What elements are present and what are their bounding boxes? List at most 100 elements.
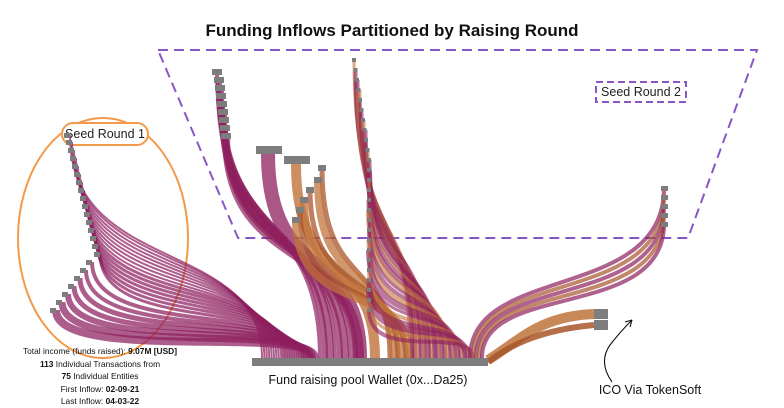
source-node: [218, 109, 228, 115]
source-node: [367, 218, 371, 222]
first-inflow-value: 02-09-21: [105, 383, 140, 394]
flow-links: [52, 59, 666, 365]
source-node: [76, 180, 82, 185]
source-node: [56, 300, 62, 305]
transaction-label: Individual Transactions from: [55, 358, 161, 369]
source-node: [353, 68, 358, 72]
entity-count: 75: [61, 371, 71, 382]
pool-wallet-label: Fund raising pool Wallet (0x...Da25): [268, 373, 468, 387]
source-node: [74, 276, 80, 281]
source-node: [62, 292, 68, 297]
source-node: [367, 298, 371, 302]
source-node: [92, 244, 98, 249]
source-node: [220, 125, 230, 131]
ico-label: ICO Via TokenSoft: [598, 383, 702, 397]
source-node: [74, 172, 80, 177]
source-node: [367, 158, 371, 162]
source-node: [594, 320, 608, 330]
flow-link: [468, 187, 666, 359]
flow-link: [471, 196, 666, 359]
source-node: [361, 118, 365, 122]
source-node: [84, 212, 90, 217]
diagram-title: Funding Inflows Partitioned by Raising R…: [205, 21, 578, 40]
seed-round-1-boundary: [17, 117, 189, 359]
source-node: [367, 168, 371, 172]
seed-round-2-callout-box: [595, 81, 687, 103]
source-node: [94, 252, 100, 257]
source-node: [355, 78, 359, 82]
source-node: [364, 138, 368, 142]
source-node: [292, 217, 300, 223]
source-node: [365, 148, 370, 152]
source-node: [82, 204, 88, 209]
source-node: [88, 228, 94, 233]
source-node: [367, 288, 371, 292]
seed-round-2-label: Seed Round 2: [601, 85, 681, 99]
first-inflow-label: First Inflow:: [60, 383, 104, 394]
last-inflow-label: Last Inflow:: [60, 396, 104, 407]
flow-link: [477, 214, 666, 359]
income-value: 9.07M [USD]: [128, 346, 178, 356]
flow-link: [52, 309, 319, 360]
source-node: [367, 198, 371, 202]
source-node: [306, 187, 314, 193]
source-node: [216, 93, 226, 99]
source-node: [80, 196, 86, 201]
source-node: [367, 188, 371, 192]
source-node: [214, 77, 224, 83]
source-node: [358, 98, 362, 102]
source-node: [661, 186, 668, 191]
source-node: [72, 164, 78, 169]
source-node: [356, 88, 361, 92]
funding-summary: Total income (funds raised): 9.07M [USD]…: [0, 345, 200, 408]
seed-round-1-callout-box: [61, 122, 149, 146]
source-node: [359, 108, 364, 112]
source-node: [661, 195, 668, 200]
source-node: [661, 222, 668, 227]
source-node: [256, 146, 282, 154]
source-node: [367, 268, 371, 272]
last-inflow-value: 04-03-22: [105, 396, 140, 407]
pool-wallet-node: [252, 358, 488, 366]
ico-flow-link: [486, 322, 595, 365]
source-node: [314, 177, 322, 183]
source-node: [64, 133, 70, 138]
source-node: [221, 133, 231, 139]
source-node: [68, 148, 74, 153]
flow-link: [367, 309, 475, 359]
source-node: [367, 208, 371, 212]
source-node: [367, 238, 371, 242]
source-node: [50, 308, 56, 313]
entity-label: Individual Entities: [73, 371, 139, 382]
source-node: [300, 197, 308, 203]
source-node: [219, 117, 229, 123]
source-node: [66, 140, 72, 145]
source-node: [86, 260, 92, 265]
seed-round-1-label: Seed Round 1: [65, 127, 145, 141]
source-node: [367, 278, 371, 282]
source-node: [296, 207, 304, 213]
flow-link: [474, 205, 666, 359]
source-node: [215, 85, 225, 91]
flow-link: [292, 219, 414, 359]
source-node: [78, 188, 84, 193]
source-node: [90, 236, 96, 241]
source-node: [352, 58, 356, 62]
source-nodes: [50, 58, 668, 330]
source-node: [367, 248, 371, 252]
source-node: [367, 228, 371, 232]
source-node: [318, 165, 326, 171]
source-node: [212, 69, 222, 75]
flow-link: [480, 223, 666, 359]
source-node: [367, 178, 371, 182]
source-node: [68, 284, 74, 289]
transaction-count: 113: [39, 358, 54, 369]
source-node: [217, 101, 227, 107]
ico-arrow-head: [624, 319, 633, 328]
ico-callout-arrow: [603, 319, 633, 383]
source-node: [86, 220, 92, 225]
source-node: [661, 213, 668, 218]
source-node: [70, 156, 76, 161]
seed-round-2-boundary: [156, 49, 759, 239]
